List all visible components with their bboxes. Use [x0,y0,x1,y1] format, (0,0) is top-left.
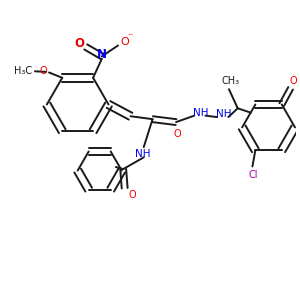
Text: CH₃: CH₃ [221,76,239,86]
Text: O: O [128,190,136,200]
Text: NH: NH [216,109,231,119]
Text: ⁻: ⁻ [128,32,133,42]
Text: O: O [290,76,297,86]
Text: O: O [74,38,84,50]
Text: O: O [174,129,181,139]
Text: Cl: Cl [248,170,258,180]
Text: N: N [97,48,107,61]
Text: NH: NH [134,148,150,158]
Text: NH: NH [193,108,208,118]
Text: H₃C: H₃C [14,66,32,76]
Text: O: O [40,66,48,76]
Text: O: O [120,37,129,47]
